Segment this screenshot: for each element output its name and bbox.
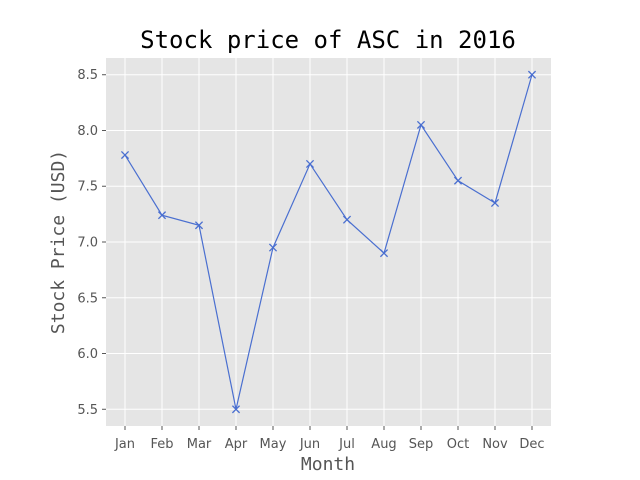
- chart-title: Stock price of ASC in 2016: [140, 26, 516, 54]
- y-tick-label: 6.0: [77, 347, 98, 362]
- y-tick-label: 8.5: [77, 68, 98, 83]
- y-tick-label: 8.0: [77, 124, 98, 139]
- data-point-marker: [490, 198, 500, 208]
- data-point-marker: [379, 249, 389, 258]
- x-tick-label: Aug: [371, 437, 396, 452]
- data-point-marker: [453, 176, 463, 185]
- x-axis-label: Month: [301, 454, 355, 475]
- data-point-marker: [268, 243, 278, 252]
- y-tick-label: 7.5: [77, 180, 98, 195]
- y-axis-label: Stock Price (USD): [48, 150, 69, 334]
- data-point-marker: [416, 120, 426, 129]
- y-tick-label: 6.5: [77, 291, 98, 306]
- ticks: Jan Feb Mar Apr May Jun Jul Aug Sep Oct Nov Dec 5.5 6…: [77, 68, 544, 452]
- x-tick-label: Oct: [447, 437, 469, 452]
- data-point-marker: [342, 215, 352, 224]
- series-line: [124, 74, 533, 410]
- x-tick-label: Nov: [482, 437, 508, 452]
- grid: [106, 58, 551, 426]
- data-point-marker: [527, 70, 537, 79]
- x-tick-label: Jun: [299, 437, 320, 452]
- x-tick-label: Apr: [225, 437, 248, 452]
- x-tick-label: Dec: [519, 437, 544, 452]
- data-point-marker: [231, 405, 241, 414]
- x-tick-label: Jul: [338, 437, 355, 452]
- x-tick-label: Mar: [187, 437, 212, 452]
- x-tick-label: Sep: [409, 437, 434, 452]
- data-point-marker: [157, 211, 167, 220]
- series: [120, 70, 537, 414]
- x-tick-label: Jan: [114, 437, 135, 452]
- data-point-marker: [194, 221, 204, 230]
- y-tick-label: 7.0: [77, 236, 98, 251]
- y-tick-label: 5.5: [77, 403, 98, 418]
- data-point-marker: [120, 150, 130, 160]
- x-tick-label: Feb: [150, 437, 173, 452]
- x-tick-label: May: [260, 437, 287, 452]
- data-point-marker: [305, 159, 315, 168]
